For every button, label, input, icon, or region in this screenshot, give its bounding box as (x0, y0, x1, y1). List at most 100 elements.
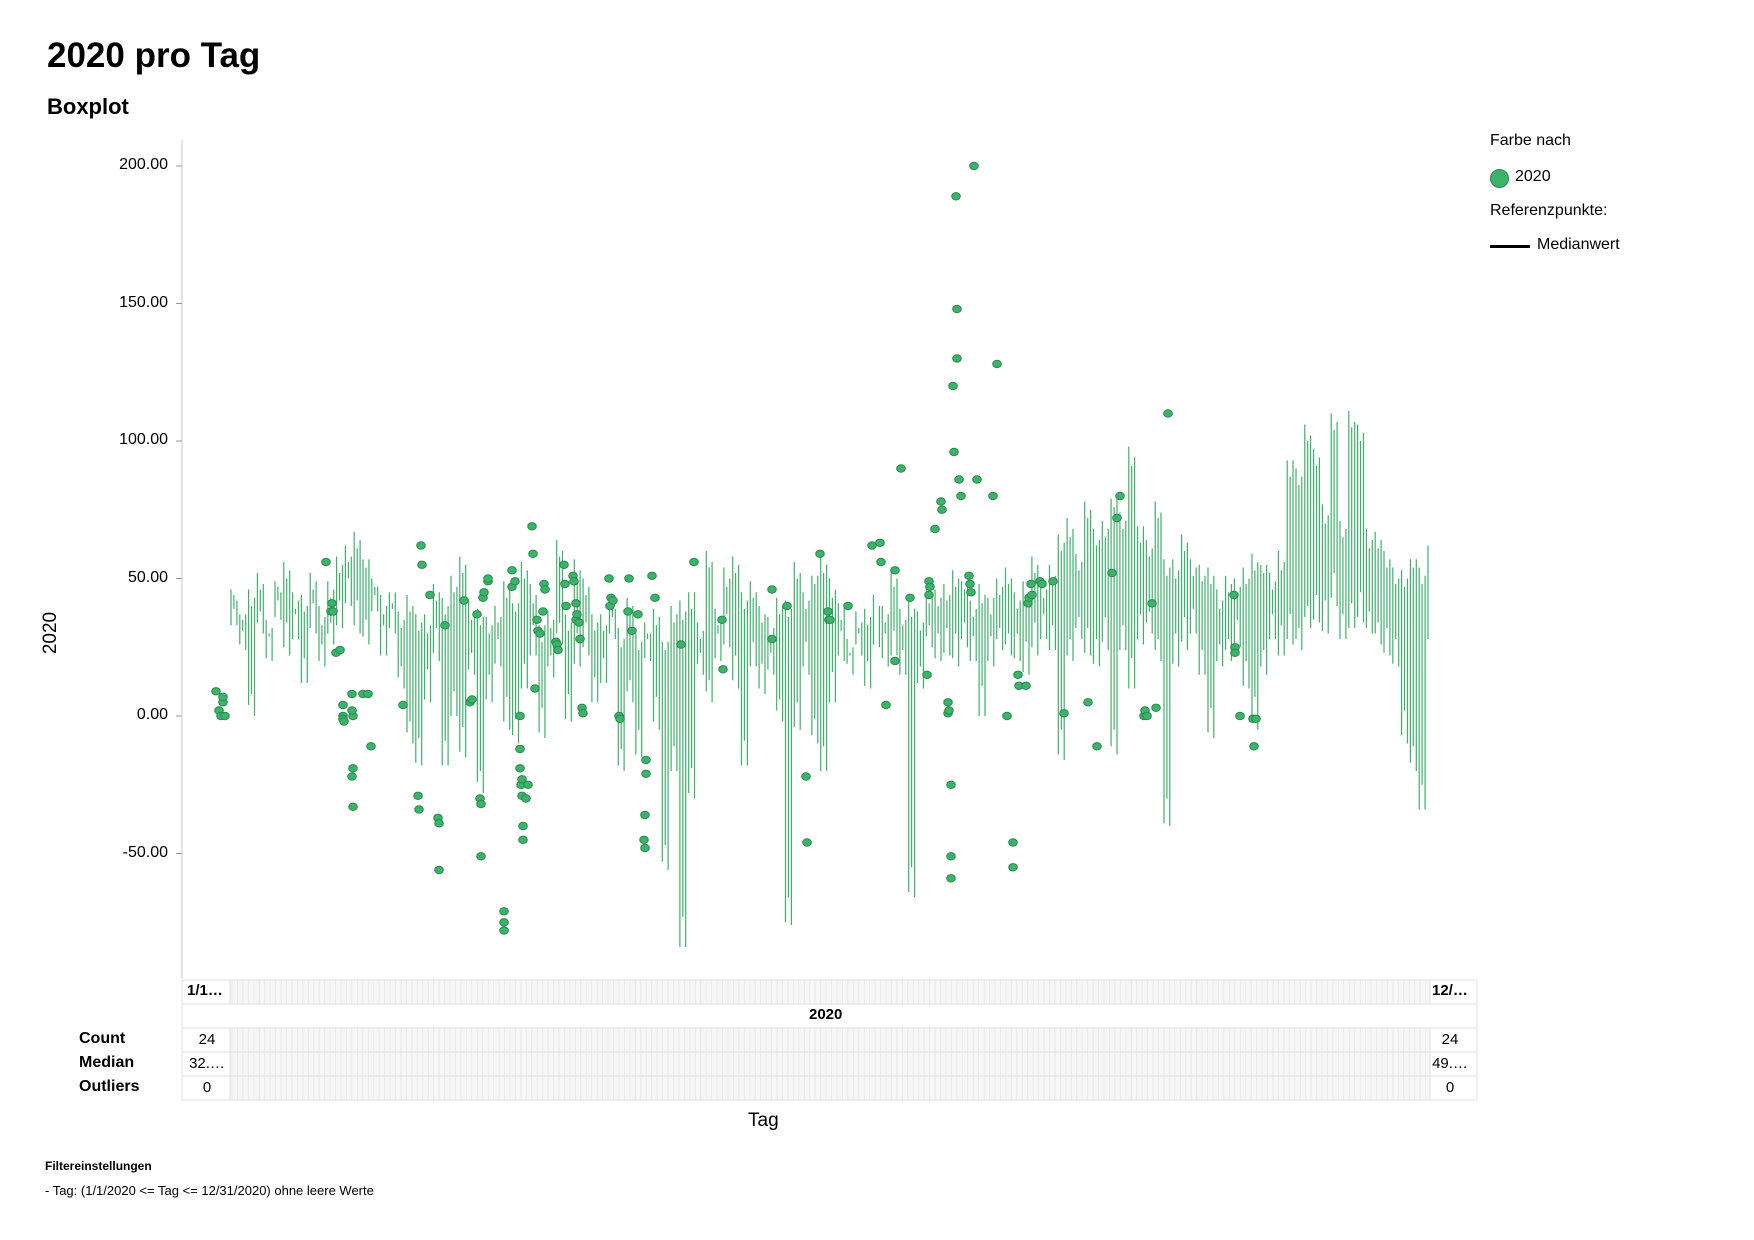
outlier-point (867, 541, 877, 550)
outlier-point (339, 717, 349, 726)
outlier-point (467, 695, 477, 704)
legend-series-dot-icon (1490, 169, 1509, 188)
stats-grid-body (230, 1028, 1430, 1100)
stat-median-first: 32.… (189, 1055, 225, 1072)
outlier-point (1013, 670, 1023, 679)
outlier-point (560, 579, 570, 589)
outlier-point (572, 610, 582, 619)
outlier-point (948, 381, 958, 391)
outlier-point (1048, 577, 1058, 586)
outlier-point (507, 566, 517, 575)
axis-layer (176, 140, 183, 978)
outlier-point (956, 491, 966, 501)
outlier-point (1115, 491, 1125, 501)
outlier-point (528, 549, 538, 558)
outlier-point (518, 835, 528, 844)
outlier-point (767, 634, 777, 644)
stat-count-last: 24 (1441, 1031, 1459, 1048)
outlier-point (366, 742, 376, 751)
outlier-layer (211, 161, 1261, 935)
outlier-point (944, 706, 954, 715)
outlier-point (559, 560, 569, 569)
outlier-point (1083, 698, 1093, 707)
legend-reference-title: Referenzpunkte: (1490, 202, 1608, 219)
outlier-point (972, 475, 982, 484)
outlier-point (623, 607, 633, 616)
filters-title: Filtereinstellungen (45, 1159, 152, 1173)
outlier-point (540, 585, 550, 594)
outlier-point (946, 780, 956, 789)
outlier-point (521, 794, 531, 803)
outlier-point (211, 687, 221, 696)
outlier-point (1142, 711, 1152, 721)
outlier-point (875, 538, 885, 547)
category-strip (230, 980, 1430, 1004)
outlier-point (966, 588, 976, 597)
outlier-point (348, 802, 358, 811)
outlier-point (1008, 863, 1018, 872)
legend-median-line-icon (1490, 245, 1530, 248)
stat-outliers-last: 0 (1445, 1079, 1455, 1096)
outlier-point (527, 522, 537, 531)
outlier-point (1151, 703, 1161, 712)
outlier-point (640, 843, 650, 853)
outlier-point (946, 852, 956, 861)
outlier-point (363, 689, 373, 699)
outlier-point (801, 772, 811, 781)
outlier-point (1092, 742, 1102, 751)
outlier-point (434, 819, 444, 828)
outlier-point (823, 607, 833, 616)
outlier-point (321, 557, 331, 567)
report-title: 2020 pro Tag (47, 36, 261, 75)
outlier-point (1037, 579, 1047, 589)
outlier-point (946, 874, 956, 883)
outlier-point (440, 621, 450, 630)
outlier-point (553, 645, 563, 655)
outlier-point (1021, 681, 1031, 690)
outlier-point (876, 557, 886, 567)
outlier-point (347, 706, 357, 715)
stat-label-count: Count (79, 1030, 126, 1047)
stats-table-grid (181, 979, 1478, 1101)
outlier-point (459, 596, 469, 605)
outlier-point (608, 596, 618, 605)
outlier-point (476, 852, 486, 861)
stat-outliers-first: 0 (202, 1079, 212, 1096)
outlier-point (843, 601, 853, 611)
stat-label-outliers: Outliers (79, 1078, 140, 1095)
outlier-point (338, 700, 348, 710)
outlier-point (347, 772, 357, 781)
outlier-point (925, 582, 935, 591)
outlier-point (881, 700, 891, 710)
stats-table-header: 2020 (809, 1006, 843, 1023)
outlier-point (815, 549, 825, 558)
outlier-point (689, 557, 699, 567)
outlier-point (890, 566, 900, 575)
outlier-point (327, 599, 337, 608)
stat-count-first: 24 (198, 1031, 216, 1048)
outlier-point (515, 764, 525, 773)
outlier-point (515, 711, 525, 721)
y-tick-label: 50.00 (127, 568, 168, 586)
outlier-point (954, 475, 964, 484)
outlier-point (943, 698, 953, 707)
outlier-point (949, 447, 959, 457)
outlier-point (615, 714, 625, 723)
outlier-point (647, 571, 657, 580)
outlier-point (1107, 568, 1117, 578)
legend-color-title: Farbe nach (1490, 132, 1571, 149)
stat-label-median: Median (79, 1054, 135, 1071)
outlier-point (676, 640, 686, 649)
outlier-point (483, 574, 493, 583)
outlier-point (398, 700, 408, 710)
outlier-point (965, 579, 975, 589)
outlier-point (650, 593, 660, 602)
outlier-point (538, 607, 548, 616)
outlier-point (1008, 838, 1018, 847)
outlier-point (1002, 711, 1012, 721)
outlier-point (988, 491, 998, 501)
outlier-point (517, 775, 527, 784)
outlier-point (218, 692, 228, 701)
outlier-point (627, 626, 637, 635)
outlier-point (1112, 513, 1122, 523)
